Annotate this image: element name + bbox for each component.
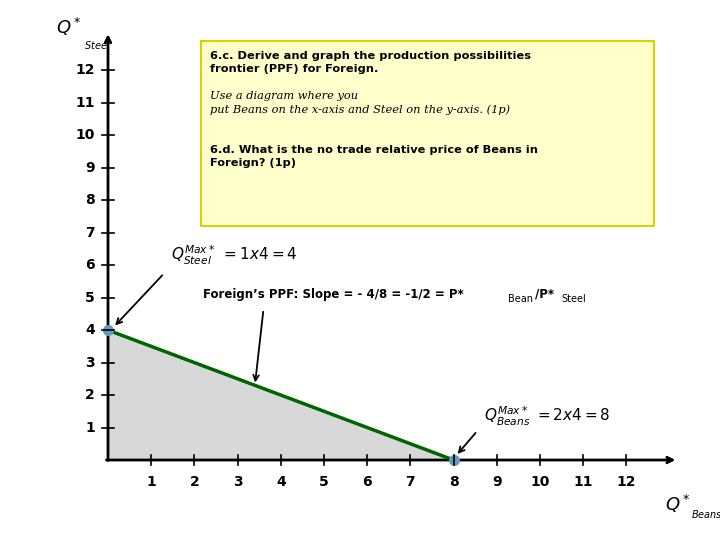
Text: 9: 9 <box>492 475 502 489</box>
Text: 10: 10 <box>531 475 549 489</box>
Text: 8: 8 <box>449 475 459 489</box>
Text: 6.d. What is the no trade relative price of Beans in
Foreign? (1p): 6.d. What is the no trade relative price… <box>210 145 538 168</box>
Text: $Q_{Beans}^{Max*}$ $= 2x4 = 8$: $Q_{Beans}^{Max*}$ $= 2x4 = 8$ <box>484 404 611 428</box>
Text: 5: 5 <box>319 475 329 489</box>
Text: 7: 7 <box>86 226 95 240</box>
Text: 11: 11 <box>76 96 95 110</box>
Text: 6.c. Derive and graph the production possibilities
frontier (PPF) for Foreign.: 6.c. Derive and graph the production pos… <box>210 51 531 74</box>
Text: 9: 9 <box>86 161 95 175</box>
Text: 8: 8 <box>85 193 95 207</box>
Text: Foreign’s PPF: Slope = - 4/8 = -1/2 = P*: Foreign’s PPF: Slope = - 4/8 = -1/2 = P* <box>203 288 464 301</box>
Text: Steel: Steel <box>562 294 586 303</box>
Text: Bean: Bean <box>508 294 533 303</box>
Text: $Q^*$: $Q^*$ <box>665 492 691 515</box>
Text: 11: 11 <box>573 475 593 489</box>
Text: 1: 1 <box>85 421 95 435</box>
Text: 2: 2 <box>85 388 95 402</box>
Text: 2: 2 <box>189 475 199 489</box>
FancyBboxPatch shape <box>201 41 654 226</box>
Text: 4: 4 <box>276 475 286 489</box>
Text: 6: 6 <box>362 475 372 489</box>
Text: /P*: /P* <box>535 288 554 301</box>
Text: 4: 4 <box>85 323 95 337</box>
Text: 12: 12 <box>76 63 95 77</box>
Text: 3: 3 <box>233 475 243 489</box>
Text: $_{Beans}$: $_{Beans}$ <box>691 507 720 521</box>
Text: 6: 6 <box>86 258 95 272</box>
Text: 5: 5 <box>85 291 95 305</box>
Text: 7: 7 <box>405 475 415 489</box>
Text: $_{Steel}$: $_{Steel}$ <box>84 38 111 52</box>
Text: 12: 12 <box>616 475 636 489</box>
Text: 3: 3 <box>86 356 95 369</box>
Text: Use a diagram where you
put Beans on the x-axis and Steel on the y-axis. (1p): Use a diagram where you put Beans on the… <box>210 91 510 116</box>
Text: $Q_{Steel}^{Max*}$ $= 1x4 = 4$: $Q_{Steel}^{Max*}$ $= 1x4 = 4$ <box>171 244 297 267</box>
Text: 1: 1 <box>146 475 156 489</box>
Text: 10: 10 <box>76 129 95 142</box>
Polygon shape <box>108 330 454 460</box>
Text: $Q^*$: $Q^*$ <box>56 16 82 38</box>
